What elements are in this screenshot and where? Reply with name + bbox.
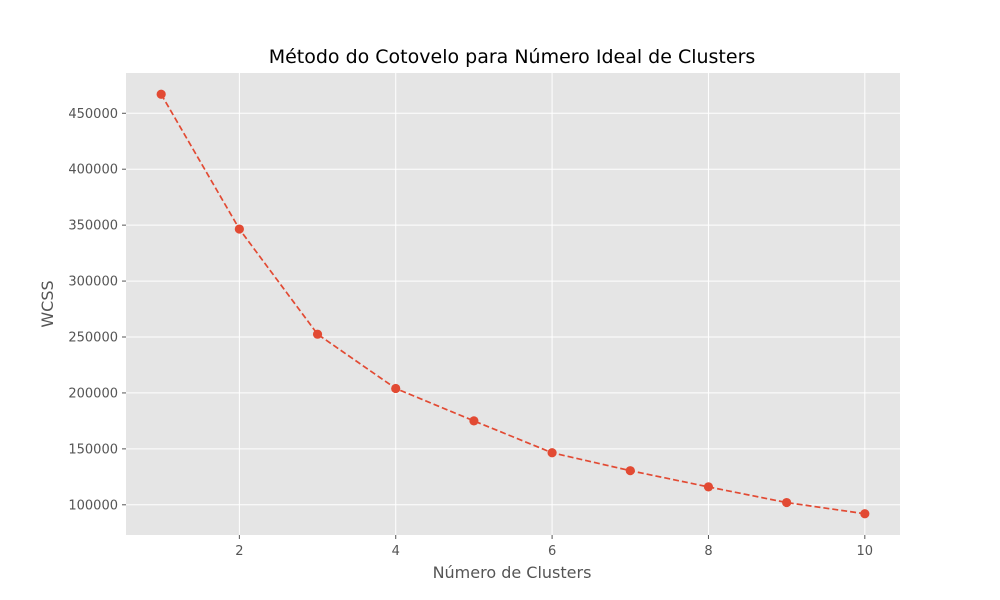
x-axis-label: Número de Clusters	[433, 563, 592, 582]
x-tick-label: 6	[548, 544, 556, 559]
data-point	[234, 224, 244, 234]
x-axis-ticks: 2 4 6 8 10	[235, 535, 873, 559]
y-tick-label: 400000	[68, 163, 118, 178]
grid-lines	[126, 73, 900, 535]
wcss-series-line	[160, 93, 865, 515]
data-point	[782, 497, 792, 508]
x-tick-label: 8	[704, 544, 712, 559]
data-point	[469, 416, 479, 426]
data-point	[703, 482, 714, 492]
y-tick-label: 150000	[68, 442, 118, 457]
x-tick-label: 2	[235, 544, 243, 559]
x-tick-label: 4	[392, 544, 400, 559]
data-point	[312, 329, 323, 339]
wcss-series-points	[156, 89, 870, 519]
y-tick-label: 100000	[68, 498, 118, 513]
y-axis-ticks: 100000 150000 200000 250000 300000 350000 4000…	[68, 107, 126, 513]
y-tick-label: 450000	[68, 107, 118, 122]
chart-title: Método do Cotovelo para Número Ideal de …	[269, 46, 756, 68]
y-tick-label: 200000	[68, 386, 118, 401]
plot-area	[126, 73, 900, 535]
y-tick-label: 250000	[68, 331, 118, 346]
data-point	[547, 448, 557, 458]
data-point	[156, 89, 166, 99]
data-point	[391, 383, 401, 394]
y-tick-label: 350000	[68, 219, 118, 234]
y-tick-label: 300000	[68, 275, 118, 290]
data-point	[625, 466, 635, 476]
data-point	[860, 509, 870, 519]
y-axis-label: WCSS	[38, 280, 57, 327]
x-tick-label: 10	[857, 544, 874, 559]
